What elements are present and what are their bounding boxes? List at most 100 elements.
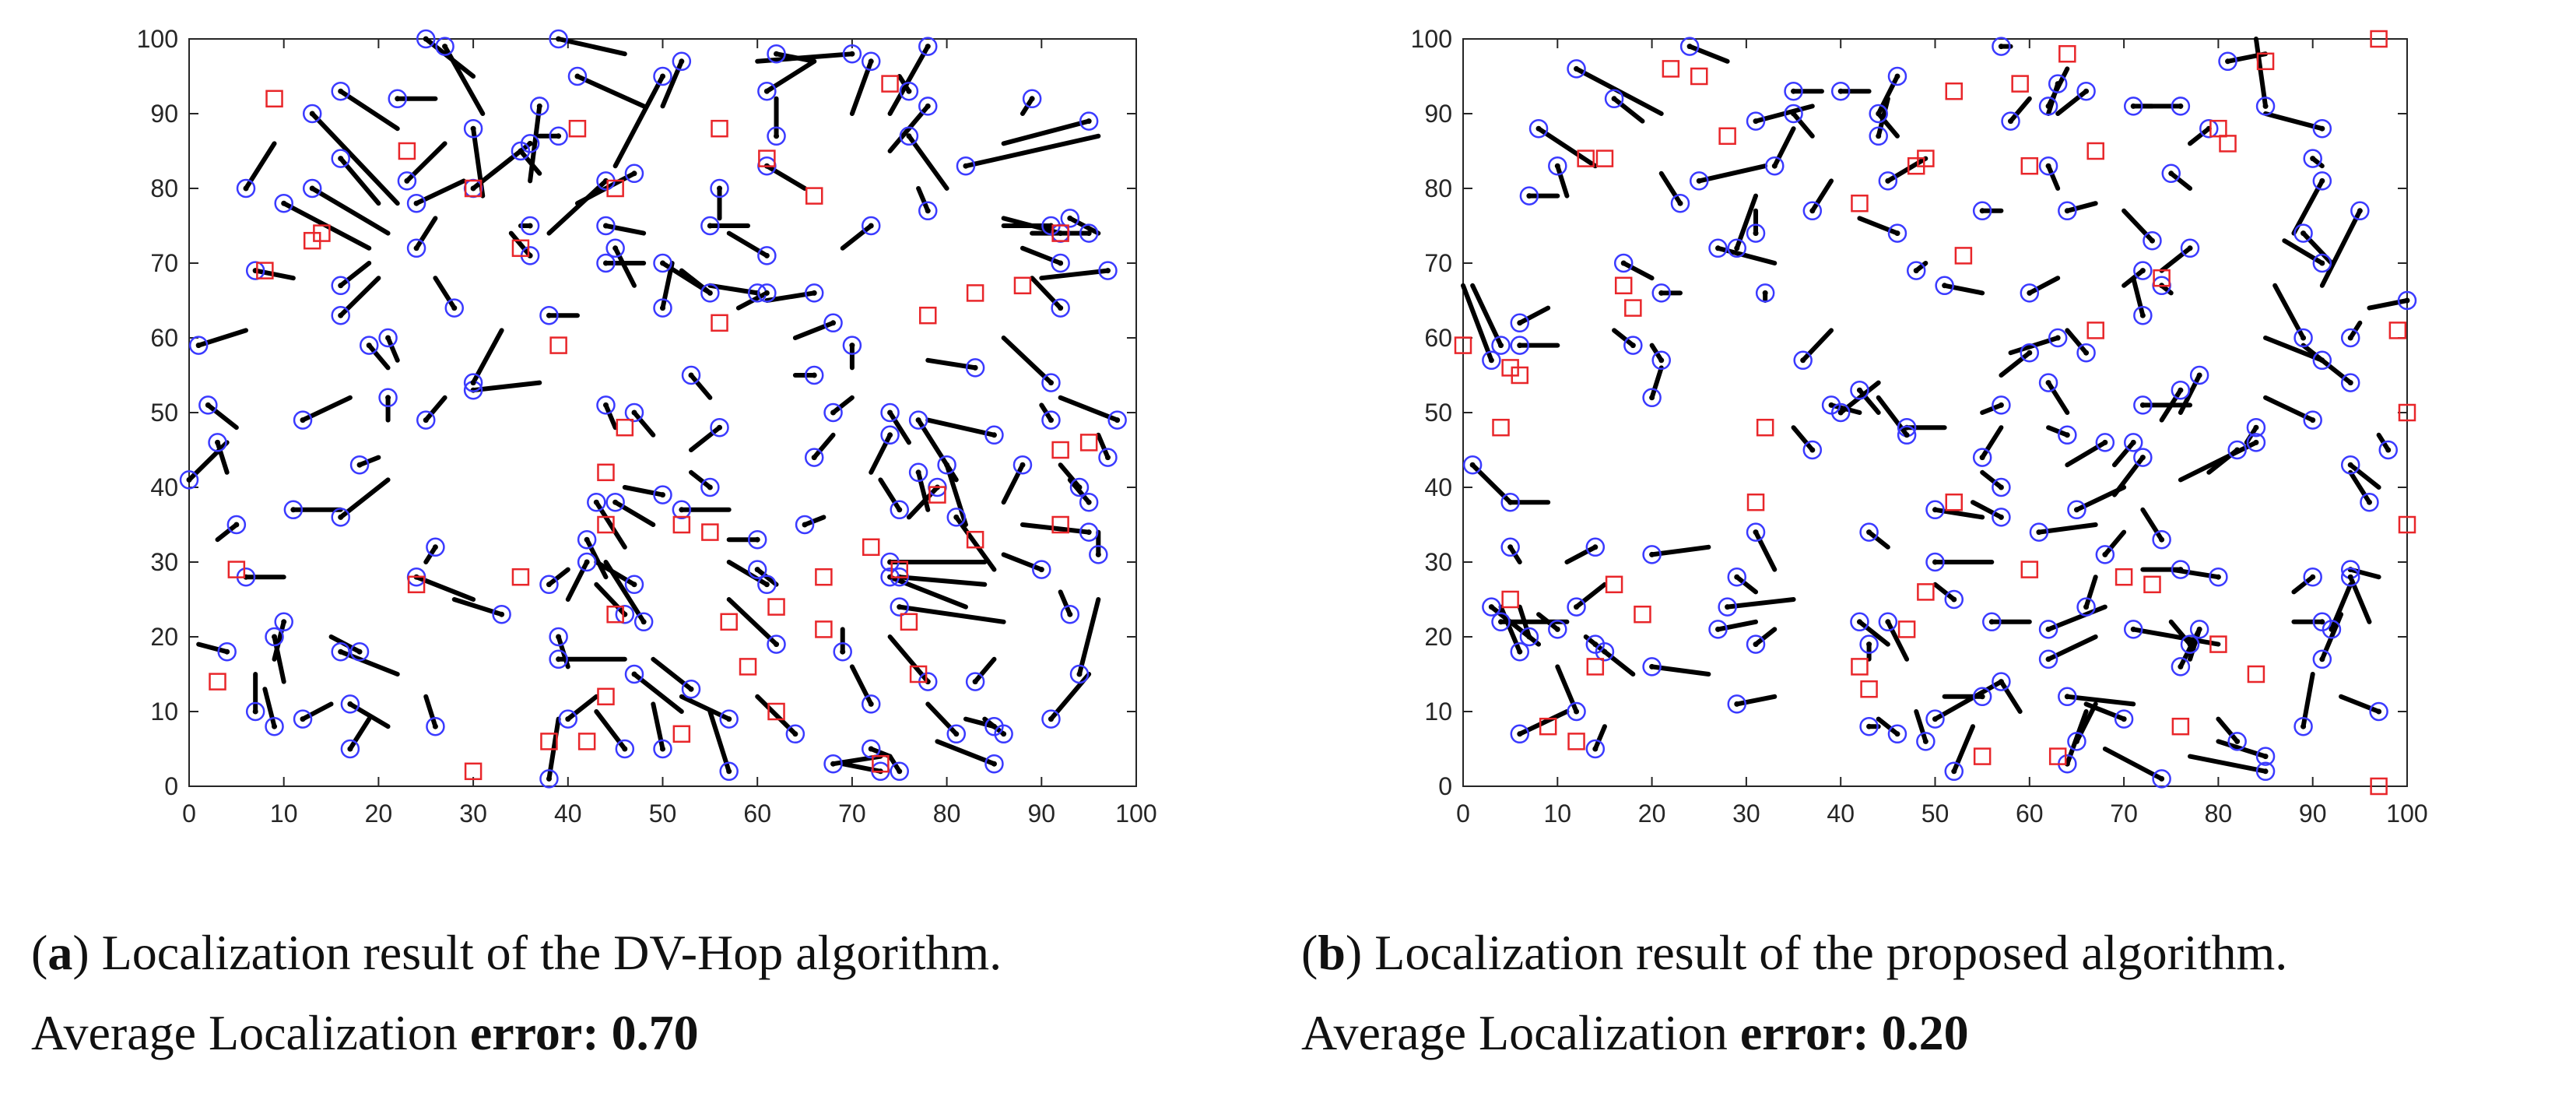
b-node-dot [1554,626,1560,632]
b-node-marker [1642,545,1662,564]
b-node-dot [1498,619,1504,625]
b-anchor-marker [2058,44,2076,63]
a-error-line [651,656,694,692]
a-node-dot [631,170,637,177]
b-node-dot [2253,424,2259,431]
b-node-marker [1519,627,1539,647]
b-node-dot [1791,88,1797,94]
a-node-dot [584,559,590,565]
a-node-dot [593,499,599,505]
b-node-marker [1802,201,1823,221]
a-node-marker [198,395,218,415]
a-node-marker [823,754,843,774]
a-node-dot [1104,268,1111,274]
a-error-line [887,104,931,153]
a-node-marker [823,402,843,423]
b-node-dot [1942,283,1948,289]
b-node-dot [2329,626,2335,632]
b-error-line [1649,365,1664,400]
b-node-dot [1837,88,1844,94]
b-node-dot [2319,619,2325,625]
b-error-line [2065,328,2089,356]
b-node-marker [1887,223,1907,243]
a-node-marker [549,29,568,49]
a-anchor-marker [881,75,899,93]
a-node-marker [539,305,559,325]
a-node-dot [1058,260,1064,266]
b-node-marker [2293,223,2313,243]
a-node-dot [1038,567,1044,573]
a-node-dot [991,761,997,767]
b-error-line [2131,627,2221,647]
b-node-dot [1979,208,1985,214]
a-node-dot [774,51,780,57]
caption-b-label: b [1318,925,1346,980]
a-anchor-marker [815,620,833,638]
a-node-marker [265,627,284,647]
b-error-line [1800,328,1834,363]
b-node-marker [2180,634,2200,654]
b-node-marker [1869,104,1888,124]
a-anchor-marker [862,538,880,557]
b-error-line [2301,343,2353,385]
b-anchor-marker [1954,247,1973,265]
a-node-dot [679,507,685,513]
b-node-marker [1878,171,1898,191]
b-node-marker [1850,380,1869,400]
a-node-dot [252,708,258,715]
caption-b-line2: Average Localization error: 0.20 [1301,1005,1969,1060]
caption-a-line2: Average Localization error: 0.70 [31,1005,699,1060]
a-node-dot [574,73,581,79]
a-error-line [631,410,656,438]
a-node-marker [331,149,350,168]
a-node-marker [767,44,786,64]
b-anchor-marker [2388,322,2407,339]
a-node-dot [233,522,240,528]
a-error-line [1001,462,1025,505]
b-error-line [1725,597,1796,610]
a-node-dot [499,611,505,617]
b-node-dot [2045,103,2051,109]
b-node-dot [1517,648,1523,655]
b-node-dot [1866,641,1872,648]
a-node-marker [918,37,938,56]
b-node-dot [2347,574,2353,580]
b-node-marker [2360,492,2379,512]
a-error-line [205,402,239,431]
a-error-line [1058,395,1120,423]
b-node-dot [2178,387,2184,393]
a-anchor-marker [711,314,728,332]
b-node-marker [2227,440,2247,460]
b-node-marker [2038,373,2058,392]
b-node-marker [2312,350,2332,371]
a-node-marker [700,216,720,236]
b-node-marker [2123,433,2143,452]
a-node-marker [785,724,805,744]
b-node-marker [2209,567,2228,587]
a-ytick-label: 20 [150,623,178,651]
a-node-dot [338,514,344,520]
b-node-marker [1679,37,1700,56]
b-node-dot [2301,723,2307,729]
a-node-marker [1079,492,1099,512]
a-node-dot [925,103,931,109]
b-node-dot [1517,343,1523,349]
a-error-line [689,373,713,400]
b-node-dot [2083,350,2090,356]
a-anchor-marker [464,179,483,198]
b-node-dot [1630,343,1636,349]
a-node-dot [556,656,562,662]
a-error-line [840,223,874,251]
a-node-dot [707,290,713,296]
b-node-dot [2262,754,2269,760]
a-node-dot [717,424,723,431]
b-error-line [1876,395,1910,438]
b-node-marker [2076,343,2096,363]
a-node-dot [868,746,874,752]
b-node-dot [2253,439,2259,445]
a-node-dot [300,417,306,423]
a-error-line [689,425,722,452]
a-error-line [518,149,542,176]
a-error-line [603,402,618,431]
b-node-dot [1734,574,1740,580]
